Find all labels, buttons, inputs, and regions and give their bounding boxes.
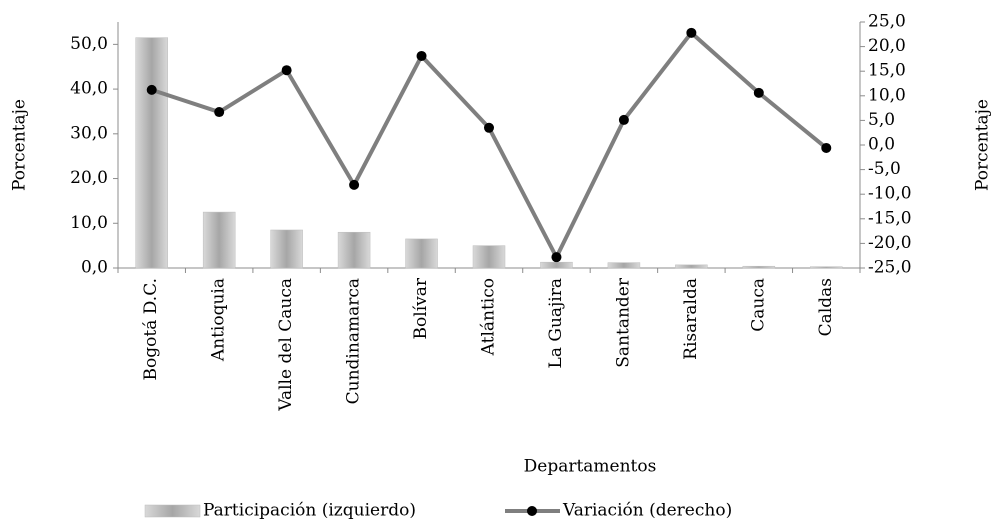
y-tick-label: 10,0	[70, 213, 108, 233]
x-tick-label: La Guajira	[546, 278, 566, 368]
bar	[810, 266, 843, 269]
y2-tick-label: -25,0	[868, 258, 912, 278]
marker	[551, 252, 562, 263]
marker	[821, 142, 832, 153]
x-tick-label: Bogotá D.C.	[141, 278, 161, 380]
bar	[270, 229, 303, 269]
bar	[405, 238, 438, 269]
y-tick-label: 30,0	[70, 123, 108, 143]
legend-label: Participación (izquierdo)	[203, 501, 416, 521]
y2-tick-label: 0,0	[868, 135, 895, 155]
marker	[753, 87, 764, 98]
bar	[135, 37, 168, 269]
y-tick-label: 50,0	[70, 34, 108, 54]
bar	[742, 265, 776, 269]
x-tick-label: Antioquia	[209, 278, 229, 362]
y2-tick-label: -10,0	[868, 184, 912, 204]
x-axis-title: Departamentos	[524, 457, 657, 477]
x-tick-label: Cauca	[748, 278, 768, 332]
x-tick-label: Cundinamarca	[344, 278, 364, 404]
legend-swatch	[144, 504, 201, 518]
y2-tick-label: 15,0	[868, 61, 906, 81]
y2-tick-label: 20,0	[868, 36, 906, 56]
legend-label: Variación (derecho)	[562, 501, 732, 521]
y2-tick-label: -20,0	[868, 233, 912, 253]
y2-tick-label: -15,0	[868, 208, 912, 228]
marker	[349, 179, 360, 190]
bar	[337, 231, 371, 269]
bar	[202, 211, 236, 269]
y2-tick-label: 5,0	[868, 110, 895, 130]
legend-marker	[527, 506, 537, 516]
marker	[484, 122, 494, 133]
x-tick-label: Valle del Cauca	[276, 278, 296, 412]
x-tick-label: Risaralda	[681, 278, 701, 360]
y2-tick-label: 10,0	[868, 85, 906, 105]
y-tick-label: 20,0	[70, 168, 108, 188]
marker	[618, 114, 629, 125]
marker	[686, 27, 697, 38]
bar	[540, 261, 573, 269]
x-tick-label: Atlántico	[479, 278, 499, 356]
y2-tick-label: 25,0	[868, 12, 906, 32]
y-axis-title: Porcentaje	[10, 99, 30, 191]
x-tick-label: Santander	[613, 277, 633, 368]
y-tick-label: 0,0	[81, 258, 108, 278]
line	[151, 29, 828, 262]
marker	[281, 65, 292, 76]
marker	[214, 107, 225, 118]
y2-axis-title: Porcentaje	[973, 99, 993, 191]
bar	[675, 264, 708, 269]
marker	[416, 50, 427, 61]
marker	[146, 84, 157, 95]
bar	[472, 245, 506, 269]
y2-tick-label: -5,0	[868, 159, 901, 179]
y-tick-label: 40,0	[70, 79, 108, 99]
x-tick-label: Caldas	[816, 278, 836, 336]
x-tick-label: Bolívar	[411, 277, 431, 339]
bar	[607, 262, 641, 269]
